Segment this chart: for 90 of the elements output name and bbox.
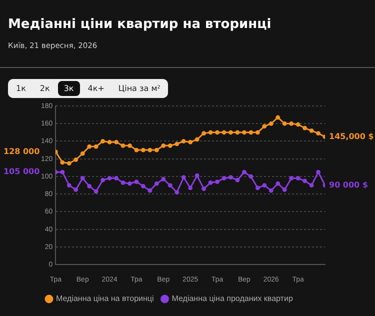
- point: [235, 130, 240, 135]
- point: [302, 178, 307, 184]
- point: [296, 176, 300, 180]
- point: [66, 183, 72, 188]
- text: 3к: [58, 81, 80, 96]
- point: [248, 130, 254, 135]
- point: [128, 181, 132, 186]
- point: [154, 148, 159, 152]
- point: [94, 144, 98, 149]
- point: [107, 140, 112, 144]
- point: [255, 130, 260, 135]
- point: [268, 121, 274, 126]
- point: [66, 161, 72, 166]
- point: [174, 190, 180, 195]
- point: [148, 188, 152, 193]
- point: [107, 176, 112, 180]
- point: [154, 181, 159, 186]
- annotation: 105 000: [3, 167, 40, 176]
- point: [134, 180, 139, 184]
- point: [276, 115, 280, 120]
- point: [289, 121, 294, 126]
- point: [202, 131, 206, 136]
- point: [282, 121, 287, 126]
- point: [215, 180, 220, 184]
- point: [208, 130, 213, 135]
- text: 4к+: [86, 83, 106, 95]
- point: [114, 140, 118, 144]
- text: Ціна за м²: [117, 83, 162, 95]
- point: [202, 186, 206, 192]
- point: [242, 130, 246, 135]
- point: [174, 142, 180, 146]
- point: [208, 180, 213, 185]
- point: [228, 175, 233, 180]
- point: [114, 176, 118, 180]
- point: [120, 143, 126, 148]
- point: [134, 148, 139, 152]
- point: [128, 143, 132, 148]
- point: [268, 188, 274, 193]
- point: [316, 131, 320, 136]
- point: [181, 175, 186, 180]
- point: [302, 126, 307, 130]
- point: [194, 173, 200, 178]
- point: [228, 130, 233, 135]
- point: [100, 178, 106, 182]
- point: [161, 176, 166, 182]
- point: [255, 186, 260, 190]
- point: [148, 148, 152, 152]
- point: [282, 188, 287, 192]
- point: [289, 176, 294, 180]
- annotation: 145,000 $: [329, 132, 374, 141]
- point: [309, 128, 314, 133]
- point: [222, 176, 226, 180]
- point: [242, 170, 246, 174]
- point: [248, 174, 254, 179]
- point: [215, 130, 220, 135]
- point: [80, 151, 85, 156]
- point: [296, 122, 300, 127]
- point: [181, 139, 186, 144]
- annotation: 128 000: [3, 146, 40, 156]
- point: [235, 178, 240, 182]
- legend-label: Медіанна ціна проданих квартир: [172, 294, 294, 304]
- point: [276, 181, 280, 186]
- point: [87, 184, 92, 188]
- chart-title: Медіанні ціни квартир на вторинці: [8, 16, 272, 32]
- point: [194, 137, 200, 142]
- point: [161, 143, 166, 148]
- point: [188, 140, 193, 144]
- point: [141, 148, 146, 152]
- point: [60, 170, 65, 174]
- point: [309, 183, 314, 188]
- text: 1к: [15, 83, 27, 95]
- point: [87, 144, 92, 149]
- point: [74, 158, 78, 162]
- point: [120, 180, 126, 185]
- annotation: 90 000 $: [329, 180, 368, 190]
- text: 2к: [38, 83, 51, 95]
- point: [60, 160, 65, 165]
- legend-label: Медіанна ціна на вторинці: [56, 294, 154, 304]
- point: [74, 188, 78, 192]
- point: [141, 184, 146, 188]
- point: [222, 130, 226, 135]
- point: [262, 183, 267, 188]
- point: [262, 124, 267, 128]
- point: [168, 183, 172, 188]
- point: [94, 189, 98, 194]
- point: [316, 170, 320, 174]
- point: [80, 176, 85, 180]
- point: [168, 143, 172, 148]
- point: [188, 186, 193, 190]
- point: [100, 139, 106, 144]
